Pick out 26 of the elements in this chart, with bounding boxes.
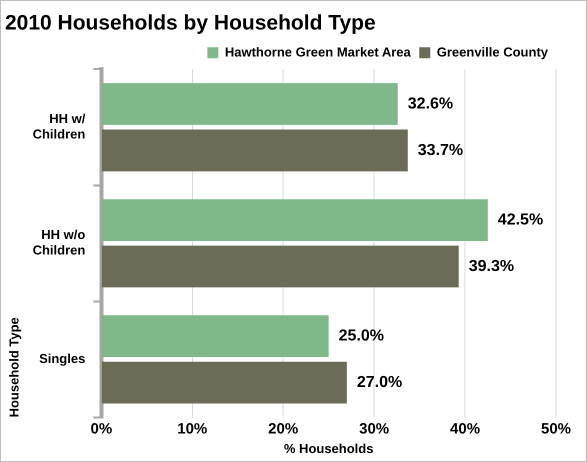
legend-label: Greenville County xyxy=(436,44,549,60)
bar xyxy=(102,246,459,288)
chart-title: 2010 Households by Household Type xyxy=(5,11,376,34)
bar xyxy=(102,362,347,404)
x-tick-label: 40% xyxy=(450,420,480,438)
legend-label: Hawthorne Green Market Area xyxy=(224,44,412,60)
x-tick-label: 0% xyxy=(90,420,112,438)
data-label: 33.7% xyxy=(418,142,464,159)
bar xyxy=(102,83,398,125)
bar xyxy=(102,130,408,172)
bar xyxy=(102,315,329,358)
data-label: 39.3% xyxy=(468,258,514,275)
data-label: 27.0% xyxy=(356,374,402,391)
bar xyxy=(102,199,488,241)
x-tick-label: 20% xyxy=(268,420,298,438)
y-axis-title: Household Type xyxy=(6,317,22,418)
data-label: 42.5% xyxy=(498,211,544,228)
x-tick-label: 10% xyxy=(177,420,208,438)
x-tick-label: 50% xyxy=(540,420,572,438)
x-axis-title: % Households xyxy=(284,440,374,456)
y-tick-label: HH w/ Children xyxy=(32,111,86,142)
y-tick-label: HH w/o Children xyxy=(32,227,86,258)
x-tick-label: 30% xyxy=(359,420,390,438)
data-label: 25.0% xyxy=(338,328,384,345)
y-tick-label: Singles xyxy=(39,350,86,366)
data-label: 32.6% xyxy=(408,95,454,112)
